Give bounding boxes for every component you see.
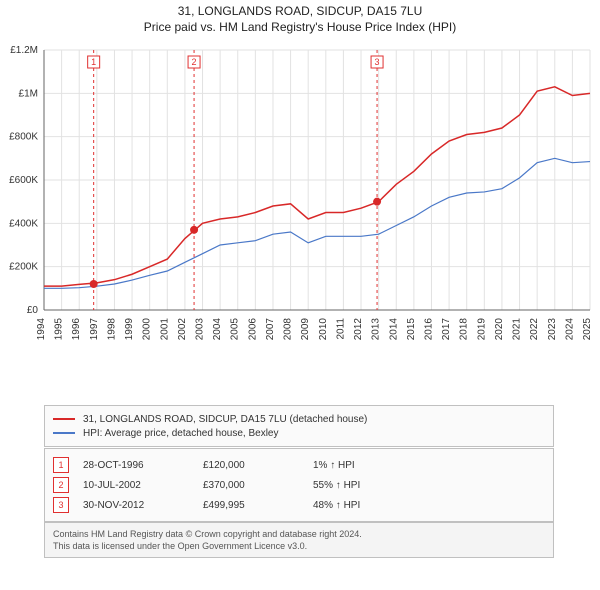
- svg-text:2018: 2018: [459, 318, 470, 341]
- svg-text:2006: 2006: [247, 318, 258, 341]
- attribution-line: Contains HM Land Registry data © Crown c…: [53, 528, 545, 540]
- event-price: £499,995: [203, 500, 313, 511]
- svg-text:2019: 2019: [476, 318, 487, 341]
- svg-text:2010: 2010: [318, 318, 329, 341]
- chart-area: £0 £200K £400K £600K £800K £1M £1.2M 1994 1995 19…: [0, 40, 600, 370]
- svg-text:1997: 1997: [89, 318, 100, 341]
- event-date: 10-JUL-2002: [83, 480, 203, 491]
- svg-text:£400K: £400K: [9, 218, 38, 229]
- event-delta: 1% ↑ HPI: [313, 460, 433, 471]
- svg-text:1: 1: [91, 57, 96, 67]
- svg-text:£600K: £600K: [9, 175, 38, 186]
- event-badge-icon: 1: [53, 457, 69, 473]
- event-delta: 55% ↑ HPI: [313, 480, 433, 491]
- svg-text:£1.2M: £1.2M: [10, 45, 38, 56]
- page: 31, LONGLANDS ROAD, SIDCUP, DA15 7LU Pri…: [0, 0, 600, 590]
- legend-swatch: [53, 432, 75, 434]
- legend-swatch: [53, 418, 75, 420]
- svg-text:2000: 2000: [142, 318, 153, 341]
- svg-text:1999: 1999: [124, 318, 135, 341]
- svg-text:2016: 2016: [423, 318, 434, 341]
- svg-text:£200K: £200K: [9, 262, 38, 273]
- svg-text:2008: 2008: [283, 318, 294, 341]
- svg-text:2022: 2022: [529, 318, 540, 341]
- svg-text:1995: 1995: [54, 318, 65, 341]
- svg-text:2025: 2025: [582, 318, 593, 341]
- svg-text:2001: 2001: [159, 318, 170, 341]
- svg-text:2013: 2013: [371, 318, 382, 341]
- attribution: Contains HM Land Registry data © Crown c…: [44, 522, 554, 558]
- event-delta: 48% ↑ HPI: [313, 500, 433, 511]
- svg-text:2023: 2023: [547, 318, 558, 341]
- svg-text:2003: 2003: [195, 318, 206, 341]
- price-chart: £0 £200K £400K £600K £800K £1M £1.2M 1994 1995 19…: [0, 40, 600, 370]
- svg-text:£0: £0: [27, 305, 39, 316]
- svg-text:1996: 1996: [71, 318, 82, 341]
- svg-text:2021: 2021: [512, 318, 523, 341]
- svg-text:2007: 2007: [265, 318, 276, 341]
- title-address: 31, LONGLANDS ROAD, SIDCUP, DA15 7LU: [0, 4, 600, 18]
- svg-text:2: 2: [192, 57, 197, 67]
- event-date: 30-NOV-2012: [83, 500, 203, 511]
- svg-text:2017: 2017: [441, 318, 452, 341]
- svg-text:2004: 2004: [212, 318, 223, 341]
- event-date: 28-OCT-1996: [83, 460, 203, 471]
- legend-label: 31, LONGLANDS ROAD, SIDCUP, DA15 7LU (de…: [83, 414, 367, 425]
- event-price: £370,000: [203, 480, 313, 491]
- event-row: 2 10-JUL-2002 £370,000 55% ↑ HPI: [53, 475, 545, 495]
- svg-text:2024: 2024: [564, 318, 575, 341]
- svg-text:2005: 2005: [230, 318, 241, 341]
- svg-text:2009: 2009: [300, 318, 311, 341]
- legend: 31, LONGLANDS ROAD, SIDCUP, DA15 7LU (de…: [44, 405, 554, 447]
- svg-text:2011: 2011: [335, 318, 346, 340]
- chart-titles: 31, LONGLANDS ROAD, SIDCUP, DA15 7LU Pri…: [0, 0, 600, 34]
- svg-text:1994: 1994: [36, 318, 47, 341]
- events-table: 1 28-OCT-1996 £120,000 1% ↑ HPI 2 10-JUL…: [44, 448, 554, 522]
- title-subtitle: Price paid vs. HM Land Registry's House …: [0, 20, 600, 34]
- svg-text:2012: 2012: [353, 318, 364, 341]
- svg-text:3: 3: [375, 57, 380, 67]
- event-row: 1 28-OCT-1996 £120,000 1% ↑ HPI: [53, 455, 545, 475]
- attribution-line: This data is licensed under the Open Gov…: [53, 540, 545, 552]
- legend-label: HPI: Average price, detached house, Bexl…: [83, 428, 279, 439]
- svg-text:£800K: £800K: [9, 132, 38, 143]
- event-badge-icon: 2: [53, 477, 69, 493]
- event-price: £120,000: [203, 460, 313, 471]
- svg-text:2015: 2015: [406, 318, 417, 341]
- svg-text:1998: 1998: [106, 318, 117, 341]
- event-row: 3 30-NOV-2012 £499,995 48% ↑ HPI: [53, 495, 545, 515]
- svg-text:2014: 2014: [388, 318, 399, 341]
- svg-text:2020: 2020: [494, 318, 505, 341]
- event-badge-icon: 3: [53, 497, 69, 513]
- svg-text:£1M: £1M: [19, 88, 38, 99]
- legend-row: HPI: Average price, detached house, Bexl…: [53, 426, 545, 440]
- legend-row: 31, LONGLANDS ROAD, SIDCUP, DA15 7LU (de…: [53, 412, 545, 426]
- svg-text:2002: 2002: [177, 318, 188, 341]
